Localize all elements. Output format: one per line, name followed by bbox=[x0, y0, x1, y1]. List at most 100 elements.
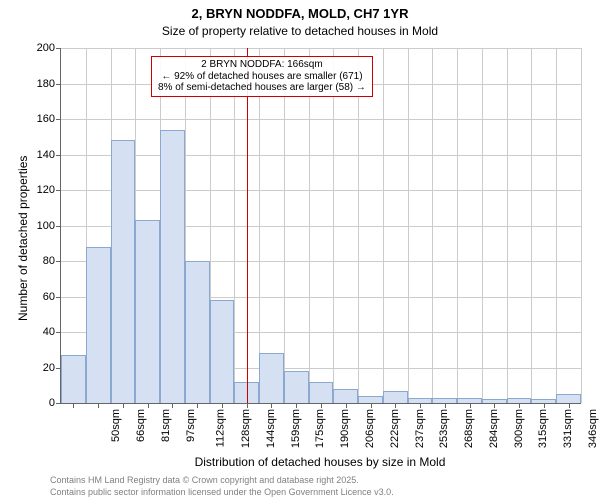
y-tick-label: 160 bbox=[37, 113, 55, 125]
annotation-box: 2 BRYN NODDFA: 166sqm← 92% of detached h… bbox=[151, 56, 373, 97]
grid-line bbox=[531, 48, 532, 403]
histogram-bar bbox=[556, 394, 581, 403]
histogram-bar bbox=[284, 371, 309, 403]
chart-subtitle: Size of property relative to detached ho… bbox=[0, 24, 600, 38]
y-tick-mark bbox=[56, 119, 61, 120]
y-tick-label: 60 bbox=[43, 291, 55, 303]
y-tick-label: 200 bbox=[37, 42, 55, 54]
x-tick-label: 315sqm bbox=[537, 409, 549, 448]
x-tick-label: 97sqm bbox=[185, 409, 197, 442]
histogram-bar bbox=[210, 300, 235, 403]
x-tick-mark bbox=[519, 403, 520, 408]
x-tick-label: 159sqm bbox=[290, 409, 302, 448]
histogram-bar bbox=[383, 391, 408, 403]
y-tick-label: 180 bbox=[37, 78, 55, 90]
histogram-bar bbox=[135, 220, 160, 403]
annotation-line: ← 92% of detached houses are smaller (67… bbox=[158, 71, 366, 83]
footer-license: Contains public sector information licen… bbox=[50, 487, 394, 497]
x-tick-label: 144sqm bbox=[265, 409, 277, 448]
x-tick-mark bbox=[296, 403, 297, 408]
grid-line bbox=[61, 119, 581, 120]
grid-line bbox=[507, 48, 508, 403]
grid-line bbox=[581, 48, 582, 403]
x-tick-label: 331sqm bbox=[562, 409, 574, 448]
y-tick-mark bbox=[56, 84, 61, 85]
x-tick-mark bbox=[395, 403, 396, 408]
x-tick-mark bbox=[544, 403, 545, 408]
x-tick-mark bbox=[172, 403, 173, 408]
grid-line bbox=[482, 48, 483, 403]
histogram-bar bbox=[358, 396, 383, 403]
x-axis-label: Distribution of detached houses by size … bbox=[60, 455, 580, 469]
x-tick-label: 284sqm bbox=[488, 409, 500, 448]
x-tick-label: 346sqm bbox=[587, 409, 599, 448]
grid-line bbox=[457, 48, 458, 403]
x-tick-mark bbox=[346, 403, 347, 408]
y-tick-mark bbox=[56, 226, 61, 227]
x-tick-label: 128sqm bbox=[240, 409, 252, 448]
histogram-bar bbox=[259, 353, 284, 403]
histogram-bar bbox=[185, 261, 210, 403]
property-size-histogram: 2, BRYN NODDFA, MOLD, CH7 1YR Size of pr… bbox=[0, 0, 600, 500]
x-tick-label: 253sqm bbox=[438, 409, 450, 448]
y-tick-label: 80 bbox=[43, 255, 55, 267]
x-tick-mark bbox=[321, 403, 322, 408]
x-tick-label: 81sqm bbox=[160, 409, 172, 442]
histogram-bar bbox=[309, 382, 334, 403]
y-tick-label: 140 bbox=[37, 149, 55, 161]
x-tick-mark bbox=[73, 403, 74, 408]
x-tick-label: 206sqm bbox=[364, 409, 376, 448]
x-tick-label: 268sqm bbox=[463, 409, 475, 448]
x-tick-mark bbox=[98, 403, 99, 408]
y-tick-label: 120 bbox=[37, 184, 55, 196]
grid-line bbox=[259, 48, 260, 403]
grid-line bbox=[61, 155, 581, 156]
x-tick-label: 50sqm bbox=[110, 409, 122, 442]
annotation-line: 2 BRYN NODDFA: 166sqm bbox=[158, 59, 366, 71]
y-tick-mark bbox=[56, 155, 61, 156]
grid-line bbox=[61, 190, 581, 191]
reference-line bbox=[247, 48, 248, 403]
x-tick-label: 190sqm bbox=[339, 409, 351, 448]
histogram-bar bbox=[86, 247, 111, 403]
x-tick-mark bbox=[494, 403, 495, 408]
annotation-line: 8% of semi-detached houses are larger (5… bbox=[158, 82, 366, 94]
x-tick-mark bbox=[569, 403, 570, 408]
y-tick-mark bbox=[56, 332, 61, 333]
grid-line bbox=[234, 48, 235, 403]
x-tick-label: 112sqm bbox=[215, 409, 227, 447]
y-tick-label: 40 bbox=[43, 326, 55, 338]
x-tick-label: 66sqm bbox=[135, 409, 147, 442]
grid-line bbox=[408, 48, 409, 403]
footer-copyright: Contains HM Land Registry data © Crown c… bbox=[50, 475, 359, 485]
y-tick-mark bbox=[56, 297, 61, 298]
histogram-bar bbox=[61, 355, 86, 403]
x-tick-label: 222sqm bbox=[389, 409, 401, 448]
x-tick-label: 237sqm bbox=[414, 409, 426, 448]
chart-title: 2, BRYN NODDFA, MOLD, CH7 1YR bbox=[0, 6, 600, 21]
y-tick-mark bbox=[56, 190, 61, 191]
y-tick-label: 0 bbox=[49, 397, 55, 409]
y-axis-label: Number of detached properties bbox=[16, 155, 30, 320]
x-tick-mark bbox=[470, 403, 471, 408]
x-tick-mark bbox=[445, 403, 446, 408]
x-tick-label: 300sqm bbox=[513, 409, 525, 448]
y-tick-mark bbox=[56, 48, 61, 49]
x-tick-mark bbox=[148, 403, 149, 408]
y-tick-label: 20 bbox=[43, 362, 55, 374]
grid-line bbox=[556, 48, 557, 403]
histogram-bar bbox=[160, 130, 185, 403]
x-tick-mark bbox=[197, 403, 198, 408]
grid-line bbox=[383, 48, 384, 403]
y-tick-mark bbox=[56, 403, 61, 404]
y-tick-mark bbox=[56, 261, 61, 262]
grid-line bbox=[309, 48, 310, 403]
x-tick-mark bbox=[247, 403, 248, 408]
x-tick-mark bbox=[222, 403, 223, 408]
grid-line bbox=[358, 48, 359, 403]
x-tick-mark bbox=[271, 403, 272, 408]
histogram-bar bbox=[333, 389, 358, 403]
histogram-bar bbox=[111, 140, 136, 403]
grid-line bbox=[432, 48, 433, 403]
x-tick-mark bbox=[420, 403, 421, 408]
